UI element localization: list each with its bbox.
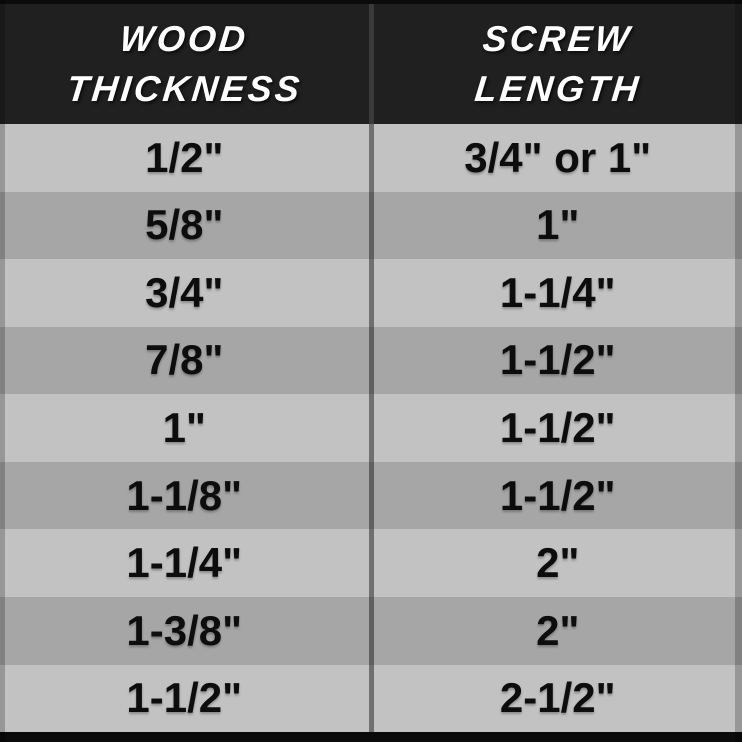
- table-row: 1" 1-1/2": [0, 394, 742, 462]
- screw-length-cell: 1-1/4": [499, 268, 616, 316]
- table-row: 7/8" 1-1/2": [0, 326, 742, 395]
- wood-thickness-cell: 5/8": [0, 191, 374, 260]
- table-row: 1-1/2" 2-1/2": [0, 664, 742, 733]
- wood-thickness-cell: 3/4": [0, 259, 374, 327]
- table-row: 1-1/8" 1-1/2": [0, 461, 742, 530]
- wood-thickness-cell: 1-1/4": [0, 529, 374, 597]
- screw-length-cell: 2-1/2": [499, 674, 616, 722]
- table-row: 1-1/4" 2": [0, 529, 742, 597]
- table-row: 5/8" 1": [0, 191, 742, 260]
- header-wood-line2: THICKNESS: [64, 68, 304, 109]
- screw-length-cell: 1-1/2": [499, 471, 616, 519]
- header-screw-line2: LENGTH: [472, 68, 643, 109]
- header-wood-line1: WOOD: [118, 18, 251, 59]
- screw-length-cell: 2": [536, 606, 580, 654]
- wood-thickness-cell: 7/8": [0, 326, 374, 395]
- table-header-row: WOOD THICKNESS SCREW LENGTH: [0, 4, 742, 124]
- wood-thickness-cell: 1-1/2": [0, 664, 374, 733]
- screw-length-cell: 3/4" or 1": [464, 133, 652, 181]
- screw-length-cell: 1-1/2": [499, 336, 616, 384]
- wood-thickness-cell: 1": [0, 394, 374, 462]
- header-screw-line1: SCREW: [481, 18, 635, 59]
- table-row: 3/4" 1-1/4": [0, 259, 742, 327]
- table-row: 1-3/8" 2": [0, 596, 742, 665]
- table-body: 1/2" 3/4" or 1" 5/8" 1" 3/4" 1-1/4" 7/8"…: [0, 124, 742, 733]
- wood-thickness-cell: 1-1/8": [0, 461, 374, 530]
- screw-length-cell: 1": [536, 201, 580, 249]
- screw-length-cell: 2": [536, 539, 580, 587]
- header-cell-wood-thickness: WOOD THICKNESS: [0, 4, 374, 124]
- screw-length-cell: 1-1/2": [499, 404, 616, 452]
- header-cell-screw-length: SCREW LENGTH: [374, 4, 742, 124]
- wood-thickness-cell: 1-3/8": [0, 596, 374, 665]
- wood-thickness-cell: 1/2": [0, 124, 374, 192]
- table-row: 1/2" 3/4" or 1": [0, 124, 742, 192]
